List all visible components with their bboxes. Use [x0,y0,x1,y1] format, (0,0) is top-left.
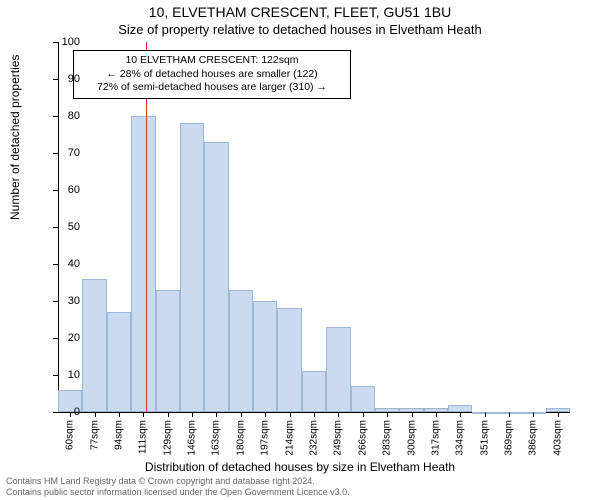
histogram-bar [82,279,106,412]
y-tick-label: 10 [50,369,80,381]
y-tick-label: 50 [50,221,80,233]
histogram-bar [351,386,375,412]
x-tick-mark [387,412,388,417]
footer-line-1: Contains HM Land Registry data © Crown c… [6,476,350,487]
y-tick-label: 70 [50,147,80,159]
footer-line-2: Contains public sector information licen… [6,487,350,498]
histogram-bar [302,371,326,412]
x-tick-mark [168,412,169,417]
y-tick-label: 100 [50,36,80,48]
x-tick-label: 317sqm [430,420,441,456]
x-tick-label: 334sqm [455,420,466,456]
x-tick-mark [558,412,559,417]
x-tick-mark [363,412,364,417]
y-tick-label: 40 [50,258,80,270]
x-tick-label: 77sqm [89,420,100,450]
histogram-bar [156,290,180,412]
x-tick-mark [509,412,510,417]
histogram-bar [326,327,350,412]
histogram-bar [229,290,253,412]
histogram-bar [131,116,155,412]
histogram-bar [277,308,301,412]
y-tick-label: 30 [50,295,80,307]
y-axis-label: Number of detached properties [8,55,22,220]
x-tick-mark [290,412,291,417]
annotation-box: 10 ELVETHAM CRESCENT: 122sqm← 28% of det… [73,50,351,99]
histogram-bar [448,405,472,412]
x-tick-mark [533,412,534,417]
x-tick-label: 163sqm [211,420,222,456]
x-tick-mark [241,412,242,417]
x-tick-label: 300sqm [406,420,417,456]
x-tick-mark [412,412,413,417]
x-tick-mark [95,412,96,417]
x-tick-label: 94sqm [113,420,124,450]
x-tick-label: 249sqm [333,420,344,456]
y-tick-label: 0 [50,406,80,418]
x-axis-label: Distribution of detached houses by size … [0,460,600,474]
x-tick-label: 60sqm [65,420,76,450]
x-tick-mark [192,412,193,417]
x-tick-label: 129sqm [162,420,173,456]
page-title-primary: 10, ELVETHAM CRESCENT, FLEET, GU51 1BU [0,4,600,20]
x-tick-mark [265,412,266,417]
x-tick-label: 386sqm [528,420,539,456]
y-tick-label: 90 [50,73,80,85]
x-tick-mark [436,412,437,417]
x-tick-mark [460,412,461,417]
x-tick-label: 266sqm [357,420,368,456]
x-tick-label: 403sqm [552,420,563,456]
x-tick-label: 197sqm [260,420,271,456]
x-tick-mark [143,412,144,417]
x-tick-mark [314,412,315,417]
x-tick-mark [338,412,339,417]
histogram-bar [204,142,228,412]
y-tick-label: 80 [50,110,80,122]
annotation-line: 72% of semi-detached houses are larger (… [80,81,344,95]
x-tick-label: 111sqm [138,420,149,454]
annotation-line: ← 28% of detached houses are smaller (12… [80,68,344,82]
x-tick-label: 232sqm [309,420,320,456]
y-tick-label: 60 [50,184,80,196]
histogram-bar [253,301,277,412]
x-tick-label: 283sqm [382,420,393,456]
x-tick-label: 351sqm [479,420,490,456]
x-tick-mark [216,412,217,417]
x-tick-label: 180sqm [235,420,246,456]
x-tick-mark [485,412,486,417]
y-tick-label: 20 [50,332,80,344]
histogram-bar [107,312,131,412]
histogram-bar [180,123,204,412]
x-tick-label: 146sqm [187,420,198,456]
x-tick-mark [119,412,120,417]
page-title-secondary: Size of property relative to detached ho… [0,22,600,37]
x-tick-label: 214sqm [284,420,295,456]
x-tick-label: 369sqm [504,420,515,456]
footer-attribution: Contains HM Land Registry data © Crown c… [6,476,350,498]
annotation-line: 10 ELVETHAM CRESCENT: 122sqm [80,54,344,68]
